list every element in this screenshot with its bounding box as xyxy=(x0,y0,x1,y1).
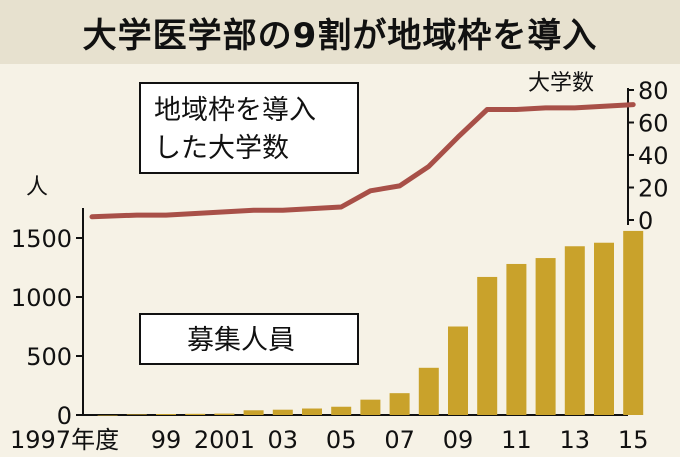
bar xyxy=(185,413,206,415)
x-tick-label: 1997年度 xyxy=(10,426,119,454)
bar-label-text: 募集人員 xyxy=(187,325,295,356)
bar xyxy=(214,413,235,415)
x-tick-label: 09 xyxy=(443,426,474,454)
bar xyxy=(126,414,147,415)
x-tick-label: 15 xyxy=(618,426,649,454)
left-unit-label: 人 xyxy=(26,175,48,200)
bar xyxy=(477,276,498,415)
bar xyxy=(243,410,264,415)
bar xyxy=(389,393,410,415)
bar xyxy=(272,409,293,415)
bar xyxy=(448,326,468,415)
bar-label-box xyxy=(139,313,359,365)
bar xyxy=(623,230,644,415)
x-tick-label: 99 xyxy=(151,426,182,454)
bar xyxy=(97,415,118,416)
bar xyxy=(360,399,381,415)
left-tick-label: 1000 xyxy=(11,284,72,312)
left-tick-label: 500 xyxy=(26,343,72,371)
x-tick-label: 13 xyxy=(560,426,591,454)
line-label-box xyxy=(139,82,359,174)
bar xyxy=(594,242,614,415)
bar xyxy=(418,367,439,415)
bar xyxy=(506,263,527,415)
right-tick-label: 60 xyxy=(638,110,669,138)
line-label-text-1: 地域枠を導入 xyxy=(154,95,316,126)
x-tick-label: 07 xyxy=(384,426,415,454)
x-tick-label: 05 xyxy=(326,426,357,454)
right-tick-label: 0 xyxy=(638,207,653,235)
bar xyxy=(535,258,556,415)
bar xyxy=(564,246,585,415)
right-tick-label: 20 xyxy=(638,175,669,203)
bar xyxy=(302,408,322,415)
bar xyxy=(331,406,352,415)
chart-title: 大学医学部の9割が地域枠を導入 xyxy=(82,15,598,56)
title-bar xyxy=(0,0,680,64)
x-tick-label: 2001 xyxy=(194,426,255,454)
left-tick-label: 1500 xyxy=(11,225,72,253)
university-count-line xyxy=(89,102,636,220)
left-tick-label: 0 xyxy=(57,402,72,430)
line-label-text-2: した大学数 xyxy=(154,133,289,164)
bar xyxy=(156,414,176,415)
x-tick-label: 03 xyxy=(268,426,299,454)
right-tick-label: 80 xyxy=(638,77,669,105)
x-tick-label: 11 xyxy=(501,426,532,454)
right-axis-label: 大学数 xyxy=(528,71,594,96)
right-tick-label: 40 xyxy=(638,142,669,170)
